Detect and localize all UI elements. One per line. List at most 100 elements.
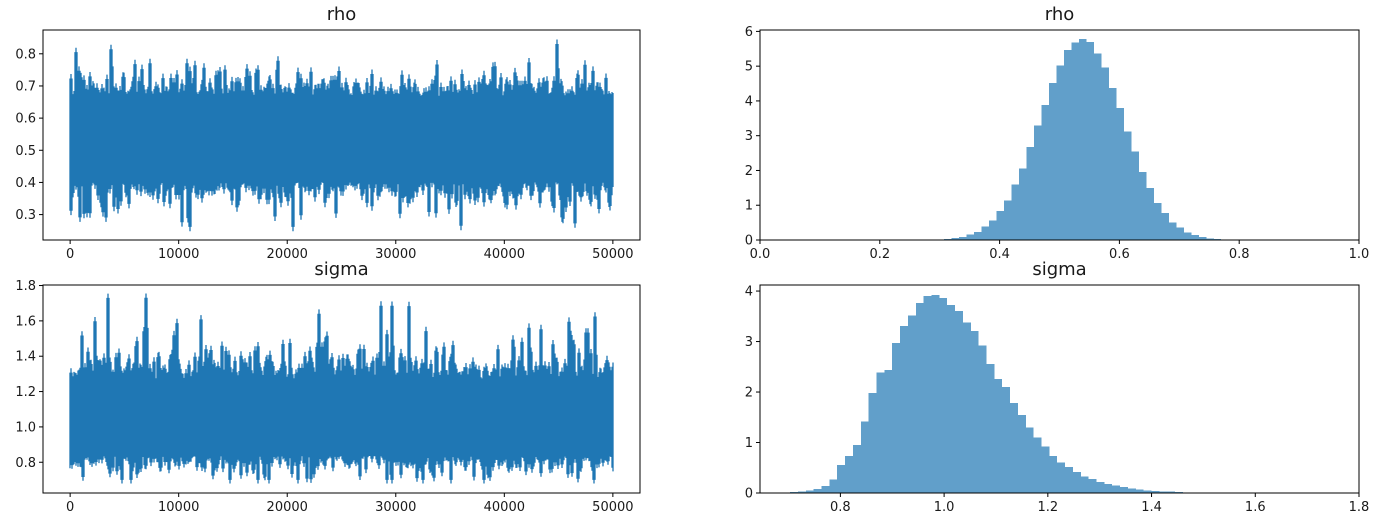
hist-bar <box>1093 53 1102 240</box>
hist-bar <box>994 378 1003 493</box>
x-tick-label: 0.2 <box>869 247 890 262</box>
trace-line <box>69 293 614 484</box>
hist-bar <box>1096 481 1105 493</box>
hist-bar <box>1025 427 1034 493</box>
rho-trace-title: rho <box>326 4 357 25</box>
hist-bar <box>1026 147 1035 240</box>
hist-bar <box>955 310 963 493</box>
hist-bar <box>1168 222 1177 240</box>
hist-bar <box>1175 491 1183 493</box>
x-tick-label: 0.6 <box>1109 247 1130 262</box>
hist-bar <box>939 298 948 493</box>
x-tick-label: 10000 <box>158 247 199 262</box>
y-tick-label: 0 <box>745 487 753 502</box>
hist-bar <box>1143 490 1152 493</box>
hist-bar <box>1049 82 1057 240</box>
hist-bar <box>1010 403 1018 493</box>
hist-bar <box>1101 67 1109 240</box>
hist-bar <box>1159 491 1168 493</box>
y-tick-label: 1.4 <box>15 350 36 365</box>
hist-bar <box>1161 212 1169 240</box>
axes-spines <box>759 284 1360 494</box>
x-tick-label: 0 <box>66 247 74 262</box>
axes-spines <box>759 29 1360 241</box>
hist-bar <box>986 363 995 493</box>
hist-bar <box>1056 65 1064 241</box>
x-tick-label: 0.0 <box>750 247 771 262</box>
hist-bar <box>1071 42 1079 240</box>
hist-bar <box>1151 490 1160 493</box>
y-tick-label: 5 <box>745 60 753 75</box>
hist-bar <box>951 237 960 240</box>
x-tick-label: 0.8 <box>1229 247 1250 262</box>
hist-bar <box>790 491 798 493</box>
sigma-hist-plot: 0.8 1.0 1.2 1.4 1.6 1.8 0 1 2 3 4 <box>745 284 1369 515</box>
hist-bar <box>907 315 916 493</box>
x-tick-label: 30000 <box>375 247 416 262</box>
x-tick-label: 0.4 <box>989 247 1010 262</box>
hist-bar <box>1112 485 1121 493</box>
y-tick-label: 2 <box>745 164 753 179</box>
x-tick-label: 0.8 <box>830 500 851 515</box>
hist-bar <box>1019 168 1027 240</box>
rho-trace-plot: 0 10000 20000 30000 40000 50000 0.3 0.4 0.5 0.6 0.… <box>15 29 641 262</box>
rho-hist-title: rho <box>1044 4 1075 25</box>
x-tick-label: 30000 <box>375 500 416 515</box>
axes-spines <box>42 29 641 241</box>
x-tick-label: 1.2 <box>1037 500 1058 515</box>
hist-bar <box>821 485 830 493</box>
hist-bar <box>996 210 1005 240</box>
y-tick-label: 0.6 <box>15 112 36 127</box>
hist-bar <box>1004 200 1012 240</box>
x-tick-label: 0 <box>66 500 74 515</box>
hist-bar <box>962 322 971 493</box>
hist-bar <box>1057 462 1066 493</box>
hist-bar <box>1072 471 1081 493</box>
hist-bar <box>1191 235 1199 240</box>
hist-bar <box>1108 88 1117 240</box>
hist-bar <box>845 456 853 493</box>
hist-bar <box>860 421 869 493</box>
hist-bar <box>797 491 806 493</box>
hist-bar <box>989 220 997 240</box>
hist-bar <box>1033 437 1042 493</box>
hist-bar <box>1104 483 1113 493</box>
hist-bar <box>1002 386 1011 493</box>
hist-bar <box>805 490 814 493</box>
y-tick-label: 1 <box>745 436 753 451</box>
y-tick-label: 6 <box>745 25 753 40</box>
hist-bar <box>1049 456 1058 493</box>
hist-bar <box>1135 489 1144 493</box>
y-tick-label: 1.8 <box>15 279 36 294</box>
rho-hist-plot: 0.0 0.2 0.4 0.6 0.8 1.0 0 1 2 3 4 5 6 <box>745 25 1370 262</box>
y-tick-label: 0 <box>745 234 753 249</box>
hist-bar <box>966 234 975 240</box>
hist-bar <box>829 479 838 493</box>
y-tick-label: 2 <box>745 386 753 401</box>
hist-bar <box>1123 131 1132 240</box>
hist-bar <box>1127 488 1136 493</box>
y-tick-label: 0.8 <box>15 47 36 62</box>
y-tick-label: 4 <box>745 94 753 109</box>
hist-bar <box>1146 187 1154 240</box>
hist-bar <box>981 226 990 240</box>
y-tick-label: 1.2 <box>15 385 36 400</box>
x-tick-label: 40000 <box>484 247 525 262</box>
x-tick-label: 20000 <box>267 500 308 515</box>
hist-bar <box>813 488 822 493</box>
hist-bar <box>1167 491 1176 493</box>
y-tick-label: 3 <box>745 335 753 350</box>
hist-bar <box>1176 227 1184 240</box>
hist-bar <box>944 238 952 240</box>
y-tick-label: 4 <box>745 285 753 300</box>
y-tick-label: 3 <box>745 129 753 144</box>
y-tick-label: 0.3 <box>15 208 36 223</box>
hist-bar <box>970 330 979 493</box>
x-tick-label: 40000 <box>484 500 525 515</box>
hist-bar <box>959 236 967 240</box>
x-tick-label: 1.0 <box>934 500 955 515</box>
hist-bar <box>915 303 924 493</box>
hist-bar <box>947 305 956 493</box>
hist-bar <box>1017 414 1026 493</box>
hist-bar <box>1120 486 1128 493</box>
